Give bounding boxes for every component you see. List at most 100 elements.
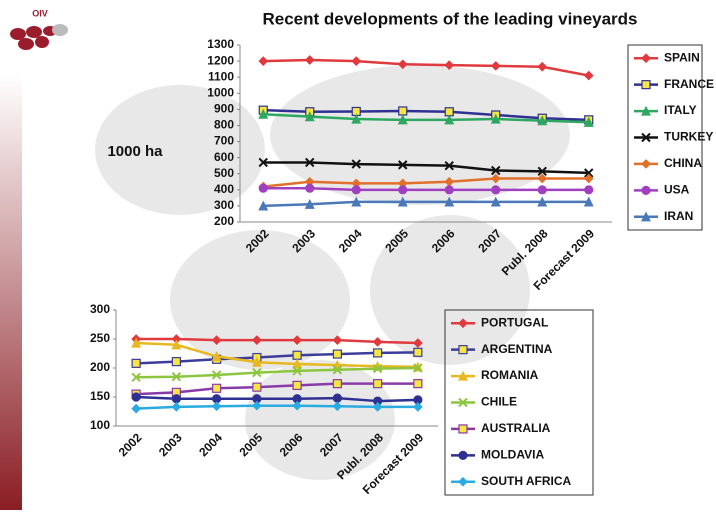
series-line (136, 366, 418, 379)
series-line (263, 200, 589, 208)
series-line (263, 58, 589, 77)
point (490, 173, 501, 184)
point (444, 114, 455, 125)
y-tick-label: 600 (214, 150, 234, 164)
point (583, 173, 594, 184)
point (258, 157, 268, 168)
point (171, 402, 182, 412)
point (332, 379, 342, 389)
point (491, 185, 501, 195)
series-line (263, 186, 589, 192)
point (373, 379, 383, 389)
point (258, 56, 269, 66)
x-tick-label: 2004 (336, 226, 365, 255)
point (537, 166, 547, 177)
point (584, 185, 594, 195)
point (398, 106, 408, 116)
point (305, 183, 315, 193)
point (490, 113, 501, 124)
point (397, 59, 408, 70)
point (641, 159, 651, 169)
point (584, 168, 594, 178)
point (171, 339, 182, 350)
legend-label: CHINA (664, 156, 702, 170)
point (292, 380, 302, 390)
point (373, 348, 383, 358)
y-tick-label: 500 (214, 166, 234, 180)
legend-label: FRANCE (664, 77, 714, 91)
point (351, 56, 362, 66)
point (131, 337, 142, 348)
point (304, 111, 315, 122)
legend-label: SPAIN (664, 50, 700, 64)
legend-label: USA (664, 183, 690, 197)
y-tick-label: 150 (90, 389, 110, 403)
point (413, 363, 423, 373)
legend-label: IRAN (664, 209, 693, 223)
legend-label: ARGENTINA (481, 342, 553, 356)
point (444, 196, 455, 207)
point (292, 350, 302, 360)
point (211, 370, 222, 380)
point (252, 367, 262, 378)
point (413, 338, 423, 348)
point (211, 351, 222, 361)
point (458, 476, 468, 487)
series-line (136, 337, 418, 345)
logo-text: OIV (32, 8, 48, 18)
series-line (136, 404, 418, 410)
point (537, 61, 548, 72)
point (458, 397, 468, 408)
point (444, 60, 455, 70)
x-tick-label: 2004 (196, 430, 225, 459)
point (171, 357, 181, 367)
series-line (263, 161, 589, 175)
point (351, 196, 362, 207)
point (304, 198, 315, 209)
point (211, 401, 222, 412)
point (397, 196, 408, 207)
point (398, 185, 408, 195)
series-line (263, 108, 589, 122)
y-tick-label: 250 (90, 331, 110, 345)
point (212, 383, 222, 393)
point (641, 211, 651, 222)
point (305, 157, 315, 168)
point (641, 132, 651, 143)
point (490, 196, 501, 207)
legend-label: ITALY (664, 103, 697, 117)
side-bar (0, 75, 22, 510)
point (372, 402, 383, 412)
y-tick-label: 300 (90, 302, 110, 316)
legend-label: CHILE (481, 395, 517, 409)
point (332, 335, 343, 346)
point (583, 116, 594, 127)
point (413, 402, 423, 412)
point (292, 358, 303, 369)
y-tick-label: 1200 (207, 53, 234, 67)
y-tick-label: 1100 (208, 69, 234, 83)
point (332, 401, 343, 412)
point (490, 61, 501, 71)
legend-label: ROMANIA (481, 368, 539, 382)
point (537, 173, 548, 184)
point (251, 356, 262, 367)
background-shapes (95, 65, 570, 480)
point (351, 159, 361, 169)
series-line (136, 341, 418, 369)
series-line (136, 382, 418, 396)
point (292, 400, 302, 411)
point (537, 196, 548, 207)
logo-grapes (10, 24, 68, 50)
point (332, 393, 342, 403)
legend-label: SOUTH AFRICA (481, 474, 572, 488)
point (258, 200, 269, 211)
point (332, 349, 342, 359)
point (444, 185, 454, 195)
y-tick-label: 400 (214, 182, 234, 196)
point (491, 165, 501, 176)
point (258, 183, 268, 193)
point (252, 400, 262, 411)
point (458, 370, 468, 381)
point (372, 363, 383, 374)
